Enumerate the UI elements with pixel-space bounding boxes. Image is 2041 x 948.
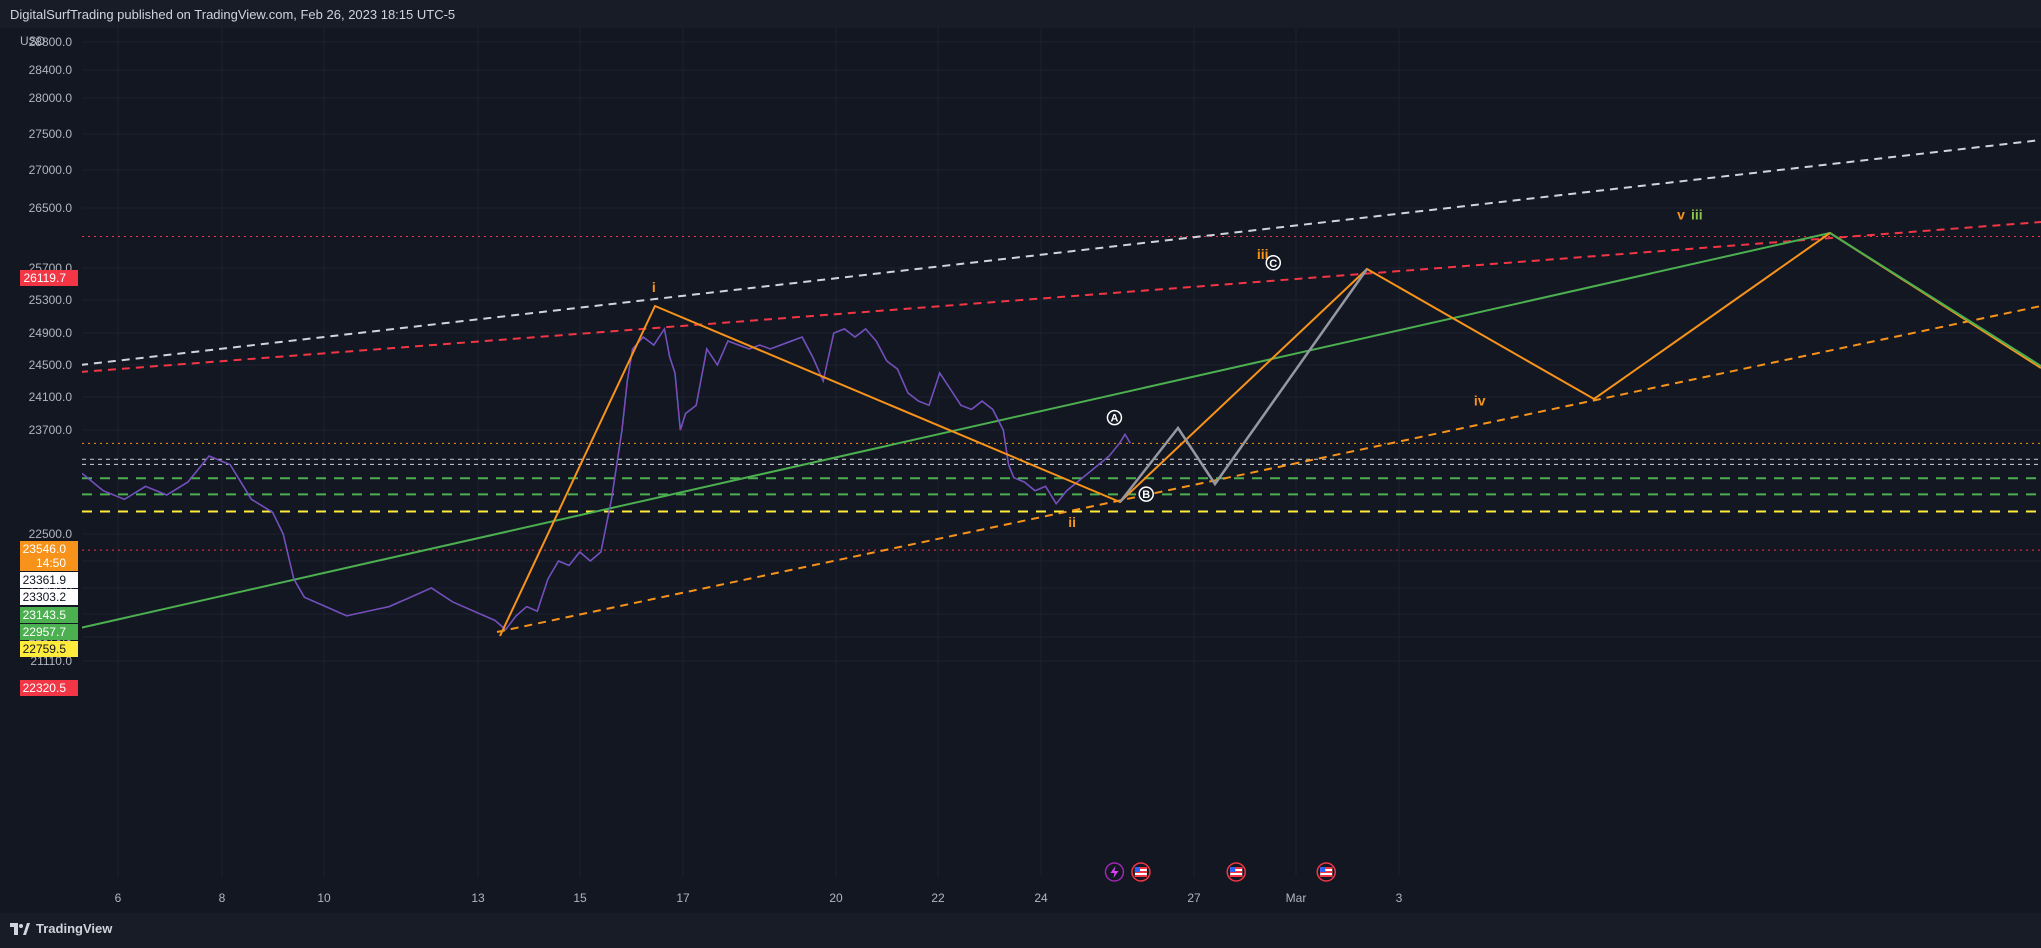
- us-flag-icon[interactable]: [1131, 862, 1151, 882]
- time-tick-label: 22: [931, 891, 945, 905]
- tradingview-logo-text: TradingView: [36, 921, 113, 936]
- svg-text:22759.5: 22759.5: [23, 642, 67, 656]
- wave-label-iv: iv: [1474, 392, 1486, 408]
- us-flag-icon[interactable]: [1316, 862, 1336, 882]
- trendline-orange: [496, 305, 2041, 633]
- footer-bar: TradingView: [0, 913, 2041, 948]
- svg-text:23361.9: 23361.9: [23, 573, 67, 587]
- wave-label-v: v: [1677, 206, 1685, 222]
- wave-circle-b: B: [1138, 486, 1154, 502]
- price-tick-label: 27000.0: [29, 163, 73, 177]
- grid-layer: [82, 28, 2041, 876]
- price-tick-label: 24900.0: [29, 326, 73, 340]
- time-tick-label: 24: [1034, 891, 1048, 905]
- time-tick-label: Mar: [1286, 891, 1307, 905]
- time-tick-label: 17: [676, 891, 690, 905]
- wave-projection-gray: [1119, 268, 1369, 503]
- price-axis-bg: [0, 28, 82, 913]
- time-tick-label: 20: [829, 891, 843, 905]
- price-tick-label: 26500.0: [29, 201, 73, 215]
- svg-text:22320.5: 22320.5: [23, 681, 67, 695]
- price-tick-label: 28800.0: [29, 35, 73, 49]
- price-tick-label: 24500.0: [29, 358, 73, 372]
- svg-text:23546.0: 23546.0: [23, 542, 67, 556]
- svg-text:B: B: [1142, 489, 1150, 501]
- trendlines-layer: [79, 139, 2041, 633]
- price-badge: 14:50: [20, 555, 78, 571]
- price-tick-label: 21110.0: [30, 654, 72, 668]
- trendline-green: [79, 232, 1831, 629]
- chart-background: [0, 28, 2041, 913]
- svg-text:23303.2: 23303.2: [23, 590, 67, 604]
- svg-text:22957.7: 22957.7: [23, 625, 67, 639]
- price-tick-label: 23700.0: [29, 423, 73, 437]
- price-badge: 26119.7: [20, 270, 78, 286]
- wave-label-iii: iii: [1257, 246, 1269, 262]
- wave-label-ii: ii: [1068, 514, 1076, 530]
- wave-label-i: i: [652, 279, 656, 295]
- price-badge: 23546.0: [20, 541, 78, 557]
- lightning-icon[interactable]: [1104, 862, 1125, 882]
- price-tick-label: 28400.0: [29, 63, 73, 77]
- price-badge: 22320.5: [20, 680, 78, 696]
- wave-circle-a: A: [1106, 409, 1123, 426]
- wave-label-green-iii: iii: [1691, 206, 1703, 222]
- price-badge: 23303.2: [20, 589, 78, 605]
- svg-text:23143.5: 23143.5: [23, 608, 67, 622]
- wave-projection-green: [1829, 232, 2041, 367]
- time-tick-label: 8: [219, 891, 226, 905]
- tradingview-logo-icon: [10, 922, 30, 935]
- time-axis: 6 8 10 13 15 17 20 22 24 27 Mar 3: [115, 891, 1403, 905]
- trendline-red: [79, 221, 2041, 373]
- publisher-text: DigitalSurfTrading published on TradingV…: [10, 7, 456, 22]
- tradingview-logo[interactable]: TradingView: [10, 921, 112, 936]
- events-layer: [1104, 862, 1336, 882]
- header-bar: DigitalSurfTrading published on TradingV…: [0, 0, 2041, 28]
- price-badge: 22759.5: [20, 641, 78, 657]
- time-tick-label: 15: [573, 891, 587, 905]
- svg-text:14:50: 14:50: [36, 556, 66, 570]
- price-badge: 23361.9: [20, 572, 78, 588]
- price-tick-label: 25300.0: [29, 293, 73, 307]
- price-tick-label: 28000.0: [29, 91, 73, 105]
- currency-label: USD: [20, 34, 46, 48]
- svg-text:C: C: [1269, 258, 1277, 270]
- price-tick-label: 24100.0: [29, 390, 73, 404]
- price-layer: [81, 326, 1131, 631]
- svg-text:A: A: [1110, 413, 1118, 425]
- trendline-white: [79, 139, 2041, 366]
- svg-text:26119.7: 26119.7: [24, 271, 67, 285]
- wave-projection-layer: [499, 231, 2041, 637]
- price-badges: 26119.7 23546.014:50 23361.9 23303.2 23143.5…: [20, 270, 78, 696]
- price-tick-label: 27500.0: [29, 127, 73, 141]
- time-tick-label: 6: [115, 891, 122, 905]
- time-tick-label: 27: [1187, 891, 1201, 905]
- us-flag-icon[interactable]: [1226, 862, 1246, 882]
- time-tick-label: 10: [317, 891, 331, 905]
- time-tick-label: 3: [1396, 891, 1403, 905]
- price-badge: 23143.5: [20, 607, 78, 623]
- price-tick-label: 22500.0: [29, 527, 73, 541]
- price-series-wicks: [81, 328, 1131, 631]
- time-tick-label: 13: [471, 891, 485, 905]
- price-badge: 22957.7: [20, 624, 78, 640]
- wave-circle-c: C: [1265, 255, 1282, 271]
